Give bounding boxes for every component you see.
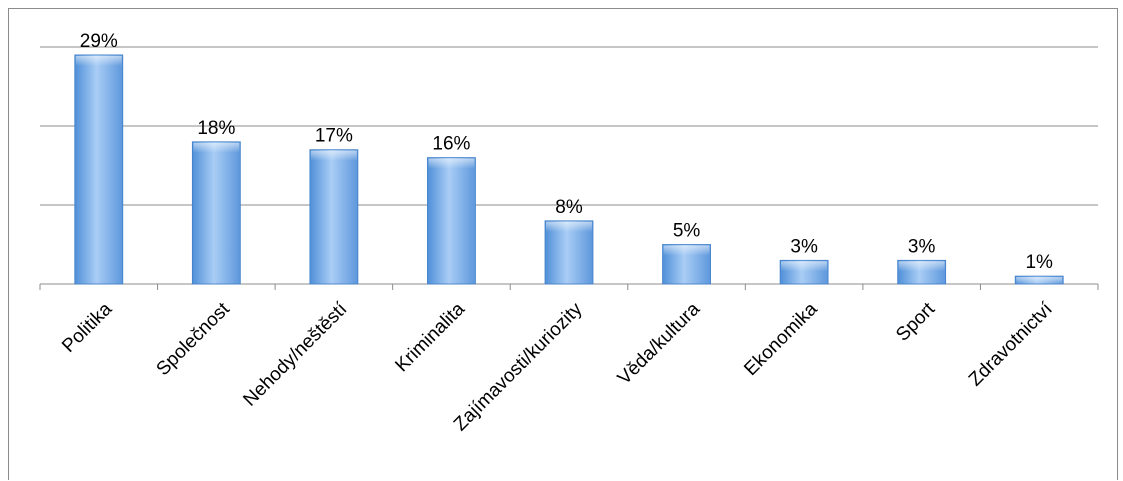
bar-body bbox=[74, 54, 124, 285]
bar-8 bbox=[897, 259, 947, 285]
bar-highlight bbox=[75, 55, 122, 66]
category-label: Nehody/neštěstí bbox=[239, 298, 351, 410]
bar-4 bbox=[427, 157, 476, 285]
category-label: Věda/kultura bbox=[614, 298, 705, 389]
bar-highlight bbox=[428, 158, 475, 169]
category-label: Zajímavosti/kuriozity bbox=[450, 298, 587, 435]
bar-1 bbox=[74, 54, 124, 285]
category-label: Sport bbox=[892, 298, 939, 345]
bar-7 bbox=[779, 259, 829, 285]
bar-5 bbox=[544, 220, 594, 285]
bar-highlight bbox=[663, 245, 710, 256]
bar-highlight bbox=[546, 221, 592, 232]
category-label: Politika bbox=[58, 298, 116, 356]
bar-highlight bbox=[193, 142, 240, 153]
bar-3 bbox=[309, 149, 359, 285]
value-label: 17% bbox=[315, 126, 353, 147]
value-labels: 29% 18% 17% 16% 8% 5% 3% 3% 1% bbox=[80, 31, 1053, 273]
bar-9 bbox=[1014, 275, 1064, 285]
bar-highlight bbox=[781, 261, 828, 272]
bar-body bbox=[309, 149, 359, 285]
bar-highlight bbox=[898, 261, 945, 272]
category-label: Kriminalita bbox=[391, 298, 469, 376]
value-label: 3% bbox=[790, 236, 818, 257]
value-label: 18% bbox=[197, 118, 235, 139]
value-label: 29% bbox=[80, 31, 118, 52]
bar-2 bbox=[191, 141, 241, 285]
bar-6 bbox=[662, 244, 711, 285]
bar-body bbox=[427, 157, 476, 285]
category-label: Ekonomika bbox=[740, 298, 822, 380]
bar-highlight bbox=[310, 150, 357, 161]
value-label: 8% bbox=[555, 197, 583, 218]
value-label: 5% bbox=[673, 221, 701, 242]
value-label: 3% bbox=[908, 236, 936, 257]
category-label: Společnost bbox=[153, 298, 235, 380]
value-label: 1% bbox=[1025, 252, 1053, 273]
bar-body bbox=[191, 141, 241, 285]
value-label: 16% bbox=[432, 134, 470, 155]
bar-highlight bbox=[1016, 277, 1063, 284]
x-axis bbox=[39, 283, 1099, 290]
category-label: Zdravotnictví bbox=[965, 298, 1057, 390]
category-labels: Politika Společnost Nehody/neštěstí Krimina… bbox=[58, 298, 1057, 435]
bars bbox=[74, 54, 1064, 285]
